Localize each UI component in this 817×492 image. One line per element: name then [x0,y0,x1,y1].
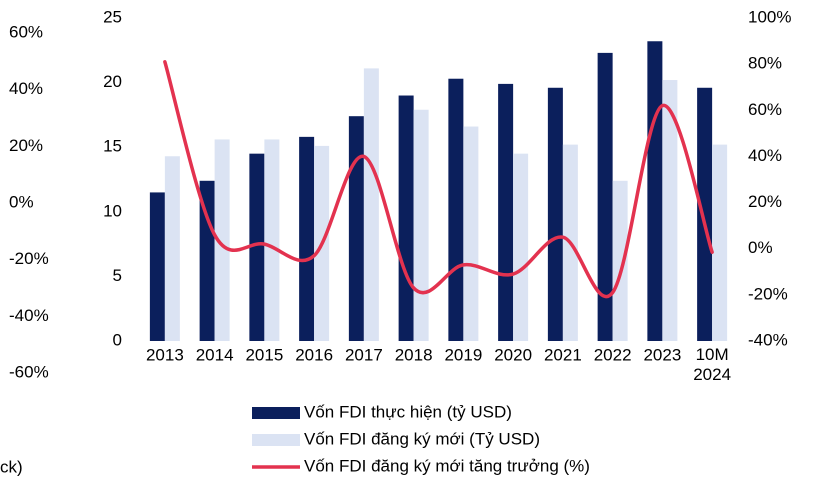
stray-tick-label: 40% [9,79,43,98]
x-tick-label: 2018 [395,345,433,364]
y2-tick-label: 20% [748,192,782,211]
bar [264,139,280,341]
stray-tick-label: -20% [9,249,49,268]
stray-tick-label: 0% [9,192,34,211]
y-tick-label: 20 [103,72,122,91]
bar [363,68,379,341]
y2-tick-label: 100% [748,7,791,26]
x-tick-label: 2013 [146,345,184,364]
y2-tick-label: -20% [748,284,788,303]
stray-tick-label: -40% [9,306,49,325]
x-tick-line: 2024 [693,365,731,384]
cropped-text: ck) [0,457,23,476]
x-tick-label: 2020 [494,345,532,364]
y-tick-label: 0 [113,330,122,349]
bar [299,136,315,341]
y2-tick-label: 80% [748,54,782,73]
y-tick-label: 25 [103,7,122,26]
legend-label: Vốn FDI đăng ký mới (Tỷ USD) [304,429,540,448]
y2-tick-label: 40% [748,146,782,165]
y2-tick-label: -40% [748,330,788,349]
legend-swatch [252,407,300,419]
bar [448,78,464,341]
x-tick-label: 10M 2024 [693,345,731,384]
y-tick-label: 10 [103,201,122,220]
bar [199,180,215,341]
x-tick-label: 2023 [643,345,681,364]
bar [149,192,165,341]
bar [164,156,180,341]
stray-tick-label: -60% [9,362,49,381]
bar [612,180,628,341]
y2-tick-label: 60% [748,100,782,119]
x-tick-label: 2019 [444,345,482,364]
line [163,60,714,299]
bar [413,109,429,342]
bar [697,87,713,341]
bar [463,126,479,341]
legend-swatch [252,434,300,446]
bar [249,153,265,341]
y-tick-label: 5 [113,266,122,285]
bar [398,95,414,342]
stray-tick-label: 20% [9,136,43,155]
x-tick-label: 2021 [544,345,582,364]
x-tick-label: 2014 [196,345,234,364]
x-tick-label: 2017 [345,345,383,364]
bar [513,153,529,341]
bar [214,139,230,341]
x-tick-label: 2015 [245,345,283,364]
bar [647,41,663,341]
x-tick-label: 2022 [594,345,632,364]
stray-tick-label: 60% [9,22,43,41]
legend-label: Vốn FDI thực hiện (tỷ USD) [304,402,512,421]
legend-label: Vốn FDI đăng ký mới tăng trưởng (%) [304,456,590,475]
bar [662,80,678,342]
bar [498,83,514,341]
y2-tick-label: 0% [748,238,773,257]
x-tick-line: 10M [696,345,729,364]
bar [597,52,613,341]
bar [712,144,728,341]
x-tick-label: 2016 [295,345,333,364]
bar [348,116,364,341]
bar [547,87,563,341]
y-tick-label: 15 [103,137,122,156]
